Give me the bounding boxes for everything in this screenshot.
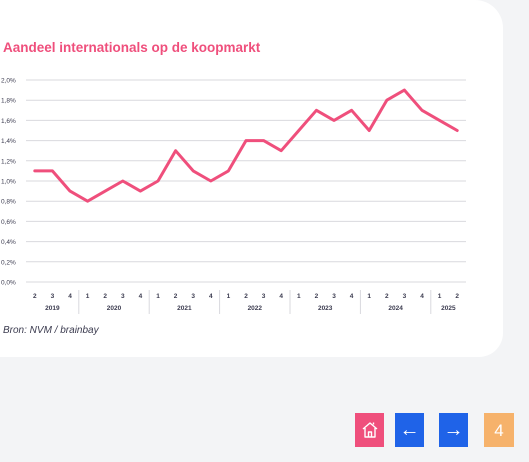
- y-tick-label: 0,8%: [1, 199, 16, 206]
- x-tick-label: 3: [51, 293, 55, 300]
- y-tick-label: 1,8%: [1, 98, 16, 105]
- x-tick-label: 3: [262, 293, 266, 300]
- x-tick-label: 1: [367, 293, 371, 300]
- y-tick-label: 0,4%: [1, 239, 16, 246]
- series-line: [33, 88, 459, 203]
- x-tick-label: 3: [121, 293, 125, 300]
- next-page-button[interactable]: →: [439, 413, 468, 447]
- y-tick-label: 1,4%: [1, 138, 16, 145]
- y-tick-label: 0,2%: [1, 259, 16, 266]
- year-label: 2021: [177, 305, 192, 312]
- year-label: 2025: [441, 305, 456, 312]
- home-button[interactable]: [355, 413, 384, 447]
- x-tick-label: 3: [332, 293, 336, 300]
- x-tick-label: 4: [350, 293, 354, 300]
- x-tick-label: 2: [385, 293, 389, 300]
- year-label: 2024: [388, 305, 403, 312]
- x-tick-label: 2: [174, 293, 178, 300]
- source-note: Bron: NVM / brainbay: [3, 325, 99, 336]
- year-label: 2019: [45, 305, 60, 312]
- x-tick-label: 4: [279, 293, 283, 300]
- y-tick-label: 1,0%: [1, 179, 16, 186]
- y-tick-label: 1,6%: [1, 118, 16, 125]
- home-icon: [362, 422, 377, 438]
- y-tick-label: 2,0%: [1, 78, 16, 85]
- page-number-badge: 4: [484, 413, 514, 447]
- previous-page-button[interactable]: ←: [395, 413, 424, 447]
- x-tick-label: 3: [191, 293, 195, 300]
- x-tick-label: 2: [455, 293, 459, 300]
- arrow-left-icon: ←: [399, 419, 420, 441]
- x-tick-label: 2: [33, 293, 37, 300]
- year-label: 2023: [318, 305, 333, 312]
- y-tick-label: 0,0%: [1, 280, 16, 287]
- x-tick-label: 1: [86, 293, 90, 300]
- x-tick-label: 1: [156, 293, 160, 300]
- x-tick-label: 4: [68, 293, 72, 300]
- x-tick-label: 3: [403, 293, 407, 300]
- x-tick-label: 1: [227, 293, 231, 300]
- x-tick-label: 2: [103, 293, 107, 300]
- x-tick-label: 1: [438, 293, 442, 300]
- x-tick-label: 4: [209, 293, 213, 300]
- y-tick-label: 1,2%: [1, 158, 16, 165]
- x-tick-label: 4: [139, 293, 143, 300]
- year-label: 2022: [248, 305, 263, 312]
- chart-title: Aandeel internationals op de koopmarkt: [3, 40, 261, 55]
- x-tick-label: 1: [297, 293, 301, 300]
- line-chart: 0,0% 0,2% 0,4% 0,6% 0,8% 1,0% 1,2% 1,4% 1,6% 1,8%…: [1, 78, 466, 314]
- x-tick-label: 4: [420, 293, 424, 300]
- chart-card: [0, 0, 503, 357]
- arrow-right-icon: →: [443, 419, 464, 441]
- x-tick-label: 2: [244, 293, 248, 300]
- x-tick-label: 2: [315, 293, 319, 300]
- year-label: 2020: [107, 305, 122, 312]
- y-tick-label: 0,6%: [1, 219, 16, 226]
